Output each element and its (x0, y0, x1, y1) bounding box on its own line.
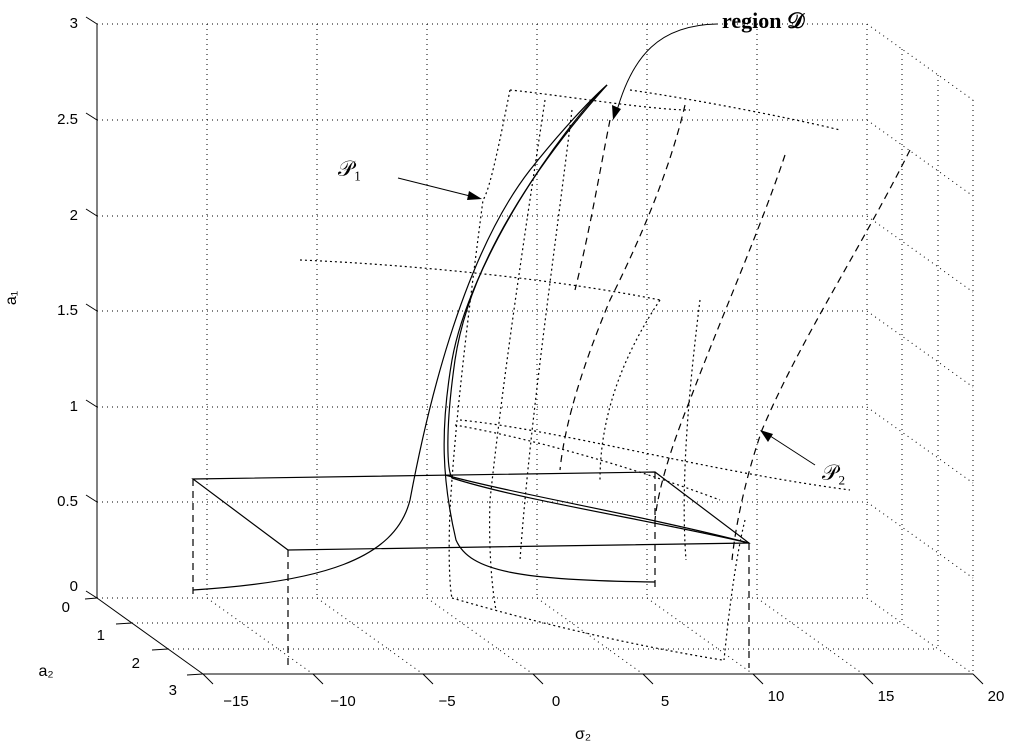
x-tick-label: −5 (438, 693, 455, 710)
tick-marks (84, 16, 984, 685)
response-curve-inner-branch (447, 84, 750, 544)
annotation-p2: 𝒫₂ (760, 430, 846, 485)
x-tick-label: 20 (988, 688, 1005, 705)
z-tick-label: 1.5 (57, 302, 78, 319)
x-axis-label: σ₂ (575, 726, 591, 743)
x-tick-label: 5 (661, 693, 669, 710)
z-tick-label: 0.5 (57, 493, 78, 510)
y-tick-labels: 0 1 2 3 (62, 599, 177, 699)
annotation-region-d: region 𝒟 (612, 8, 806, 120)
x-tick-label: −10 (330, 693, 355, 710)
annotation-p1-label: 𝒫₁ (338, 156, 362, 181)
y-tick-label: 0 (62, 599, 70, 616)
y-axis-label: a₂ (38, 663, 53, 680)
response-curve-upper-branch (443, 84, 656, 583)
z-tick-labels: 3 2.5 2 1.5 1 0.5 0 (57, 15, 78, 595)
z-tick-label: 2 (70, 207, 78, 224)
z-tick-label: 1 (70, 398, 78, 415)
x-tick-label: 0 (552, 693, 560, 710)
x-tick-label: −15 (223, 693, 248, 710)
grid-back-wall (97, 23, 868, 598)
x-tick-label: 10 (768, 688, 785, 705)
response-curve-series (192, 84, 750, 591)
boundary-p2-series (559, 104, 911, 561)
projection-lines (192, 472, 750, 670)
annotation-region-d-label: region 𝒟 (722, 8, 806, 33)
grid-right-wall (866, 23, 974, 674)
grid-floor (97, 597, 974, 675)
annotation-p1: 𝒫₁ (338, 156, 482, 200)
z-tick-label: 2.5 (57, 111, 78, 128)
x-tick-label: 15 (878, 688, 895, 705)
annotation-p2-label: 𝒫₂ (822, 460, 846, 485)
y-tick-label: 3 (169, 682, 177, 699)
y-tick-label: 2 (132, 655, 140, 672)
x-tick-labels: −15 −10 −5 0 5 10 15 20 (223, 688, 1004, 710)
y-tick-label: 1 (97, 627, 105, 644)
response-curve-inner-branch-2 (444, 474, 750, 544)
boundary-p1-series (299, 89, 851, 661)
z-axis-label: a₁ (3, 291, 20, 305)
z-tick-label: 3 (70, 15, 78, 32)
z-tick-label: 0 (70, 578, 78, 595)
response-curve-lower-branch (192, 84, 608, 591)
